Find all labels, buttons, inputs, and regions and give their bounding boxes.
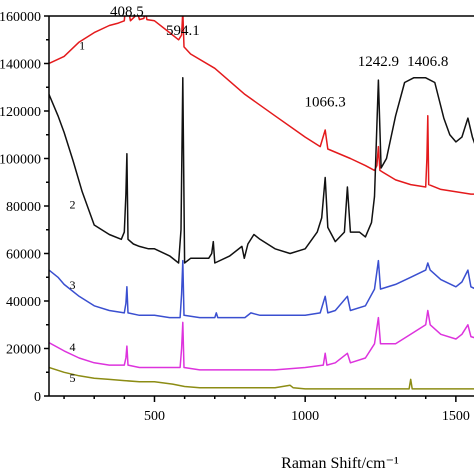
series-line-3: [49, 259, 474, 319]
curve-label-2: 2: [70, 197, 76, 211]
y-tick-label: 120000: [0, 105, 41, 120]
y-tick-label: 40000: [6, 295, 41, 310]
axes: [48, 15, 474, 397]
y-tick-label: 100000: [0, 153, 41, 168]
series-line-4: [49, 309, 474, 371]
curve-labels: 1 2 3 4 5: [70, 38, 86, 385]
y-tick-label: 0: [34, 390, 41, 405]
curve-label-3: 3: [70, 278, 76, 292]
x-axis-ticks: 500 1000 1500: [63, 396, 470, 424]
y-tick-label: 80000: [6, 200, 41, 215]
peak-labels: 408.5 594.1 1066.3 1242.9 1406.8: [110, 4, 448, 110]
peak-label: 1242.9: [358, 54, 399, 70]
x-axis-title: Raman Shift/cm⁻¹: [281, 455, 399, 472]
series-line-1: [49, 16, 474, 195]
series-line-5: [49, 366, 474, 390]
peak-label: 1406.8: [407, 54, 448, 70]
peak-label: 1066.3: [305, 94, 346, 110]
peak-label: 408.5: [110, 4, 144, 20]
y-tick-label: 160000: [0, 10, 41, 25]
curve-label-1: 1: [79, 38, 85, 52]
y-tick-label: 60000: [6, 248, 41, 263]
y-axis-ticks: 0 20000 40000 60000 80000 100000 120000 140000 1…: [0, 10, 49, 405]
peak-label: 594.1: [166, 23, 200, 39]
curve-label-5: 5: [70, 371, 76, 385]
curve-label-4: 4: [70, 340, 76, 354]
x-tick-label: 1500: [442, 409, 470, 424]
x-tick-label: 1000: [291, 409, 319, 424]
plot-area: [49, 16, 474, 390]
series-line-2: [49, 77, 474, 264]
y-tick-label: 140000: [0, 58, 41, 73]
x-tick-label: 500: [144, 409, 165, 424]
y-tick-label: 20000: [6, 343, 41, 358]
